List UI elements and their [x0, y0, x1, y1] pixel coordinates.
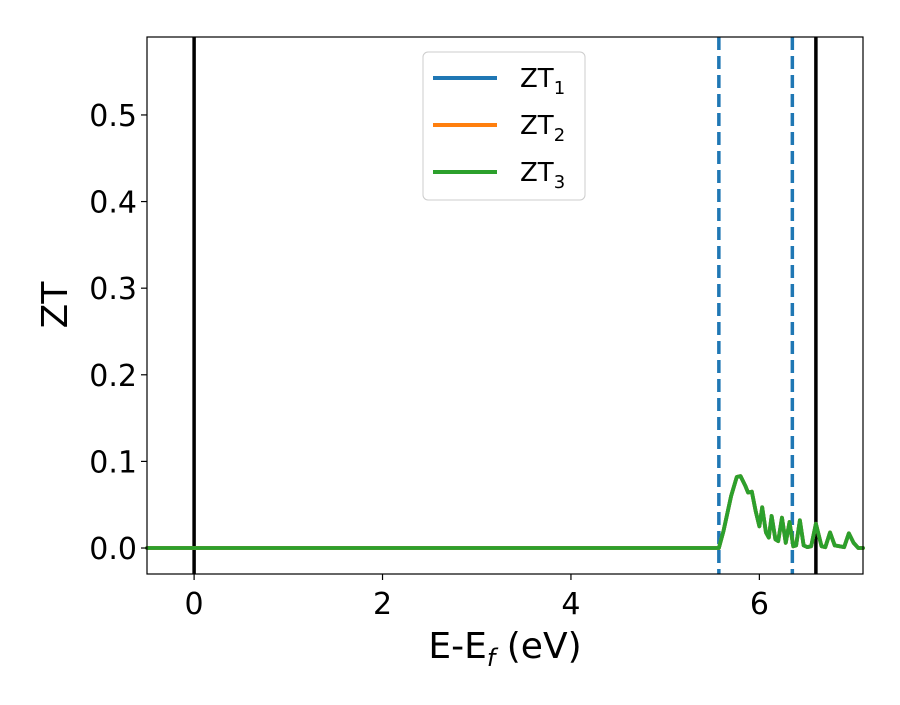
y-tick-label: 0.2	[89, 359, 137, 394]
x-axis-label: E-Ef (eV)	[428, 626, 581, 672]
legend-label-zt3: ZT3	[520, 158, 565, 193]
y-tick-label: 0.4	[89, 186, 137, 221]
legend-box	[422, 51, 586, 201]
y-axis-label: ZT	[35, 281, 76, 329]
y-tick-label: 0.5	[89, 99, 137, 134]
legend: ZT1 ZT2 ZT3	[422, 51, 586, 201]
x-tick-label: 4	[561, 587, 580, 622]
legend-label-zt1: ZT1	[520, 64, 565, 99]
y-tick-label: 0.3	[89, 272, 137, 307]
y-tick-label: 0.1	[89, 445, 137, 480]
x-tick-label: 2	[373, 587, 392, 622]
y-tick-label: 0.0	[89, 532, 137, 567]
plot-frame	[146, 36, 864, 575]
series-line-zt3	[145, 474, 865, 550]
x-tick-label: 0	[185, 587, 204, 622]
x-tick-label: 6	[750, 587, 769, 622]
legend-label-zt2: ZT2	[520, 111, 565, 146]
